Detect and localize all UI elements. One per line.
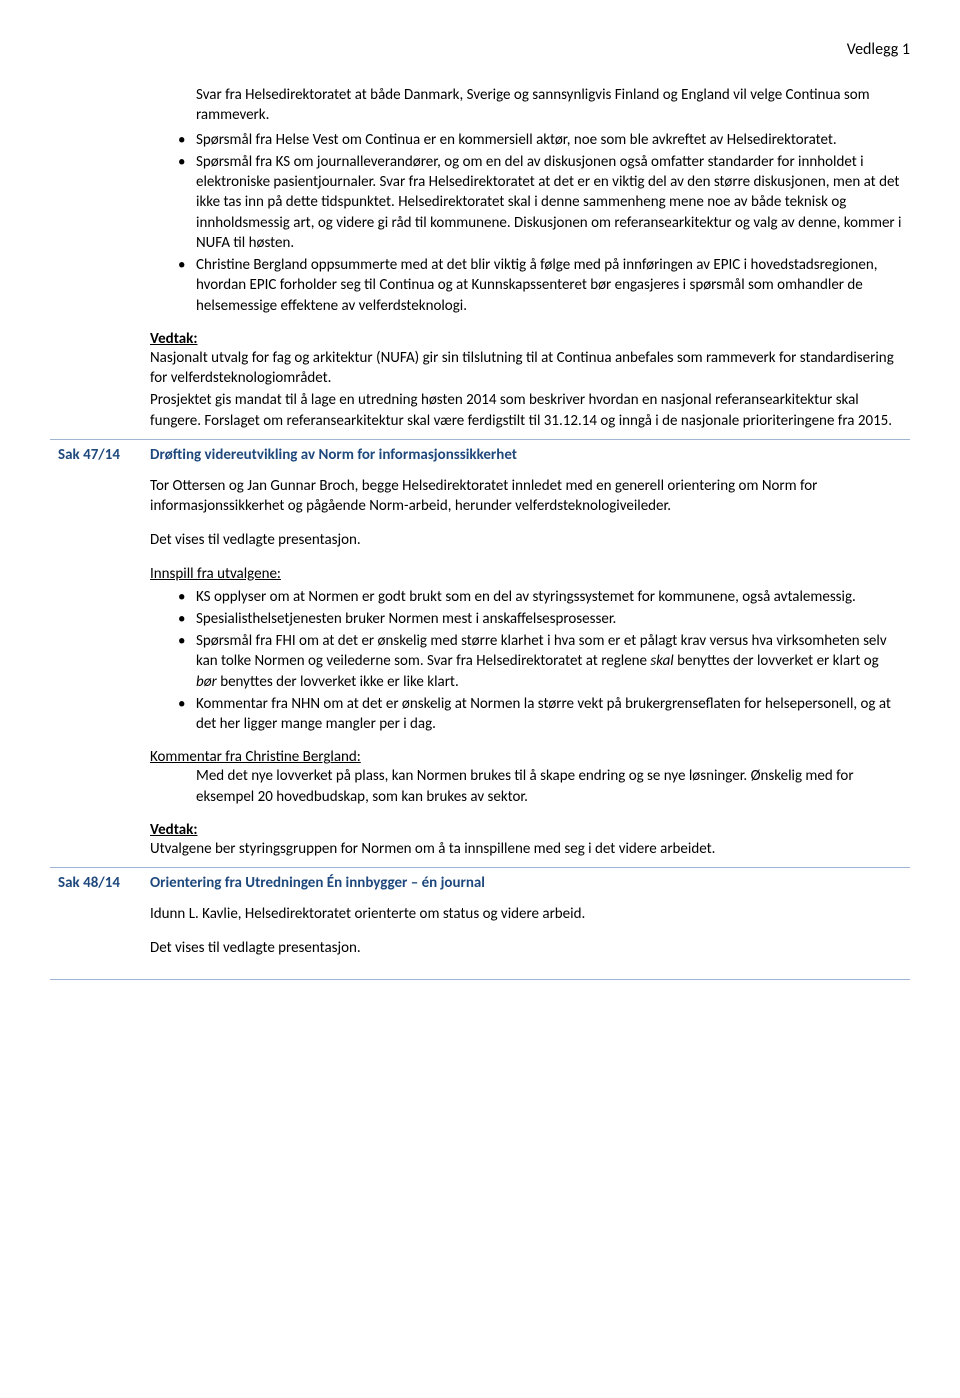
sak-cell-47: Sak 47/14 — [50, 439, 142, 867]
italic-span: bør — [196, 673, 217, 691]
vedtak-label: Vedtak: — [150, 821, 902, 839]
pre-bullet-text: Svar fra Helsedirektoratet at både Danma… — [150, 85, 902, 126]
vedtak-paragraph: Nasjonalt utvalg for fag og arkitektur (… — [150, 348, 902, 389]
bullet-list-1: Spørsmål fra Helse Vest om Continua er e… — [150, 130, 902, 316]
content-cell-1: Svar fra Helsedirektoratet at både Danma… — [142, 79, 910, 439]
vedtak-block-2: Vedtak: Utvalgene ber styringsgruppen fo… — [150, 821, 902, 859]
vedtak-label: Vedtak: — [150, 330, 902, 348]
kommentar-label: Kommentar fra Christine Bergland: — [150, 748, 902, 766]
list-item: Kommentar fra NHN om at det er ønskelig … — [178, 694, 902, 735]
kommentar-text: Med det nye lovverket på plass, kan Norm… — [150, 766, 902, 807]
document-table: Svar fra Helsedirektoratet at både Danma… — [50, 79, 910, 980]
paragraph: Tor Ottersen og Jan Gunnar Broch, begge … — [150, 476, 902, 517]
innspill-label: Innspill fra utvalgene: — [150, 565, 902, 583]
vedtak-paragraph: Utvalgene ber styringsgruppen for Normen… — [150, 839, 902, 859]
paragraph: Det vises til vedlagte presentasjon. — [150, 530, 902, 550]
italic-span: skal — [650, 652, 673, 670]
text-span: benyttes der lovverket ikke er like klar… — [217, 673, 459, 691]
list-item: Spørsmål fra FHI om at det er ønskelig m… — [178, 631, 902, 692]
list-item: Spørsmål fra KS om journalleverandører, … — [178, 152, 902, 253]
sak-cell-empty — [50, 79, 142, 439]
list-item: KS opplyser om at Normen er godt brukt s… — [178, 587, 902, 607]
bullet-list-2: KS opplyser om at Normen er godt brukt s… — [150, 587, 902, 735]
paragraph: Idunn L. Kavlie, Helsedirektoratet orien… — [150, 904, 902, 924]
attachment-label: Vedlegg 1 — [50, 40, 910, 59]
vedtak-paragraph: Prosjektet gis mandat til å lage en utre… — [150, 390, 902, 431]
section-title: Orientering fra Utredningen Én innbygger… — [150, 874, 902, 892]
list-item: Spesialisthelsetjenesten bruker Normen m… — [178, 609, 902, 629]
content-cell-3: Orientering fra Utredningen Én innbygger… — [142, 868, 910, 980]
vedtak-block: Vedtak: Nasjonalt utvalg for fag og arki… — [150, 330, 902, 431]
text-span: benyttes der lovverket er klart og — [674, 652, 879, 670]
sak-cell-48: Sak 48/14 — [50, 868, 142, 980]
section-title: Drøfting videreutvikling av Norm for inf… — [150, 446, 902, 464]
list-item: Christine Bergland oppsummerte med at de… — [178, 255, 902, 316]
content-cell-2: Drøfting videreutvikling av Norm for inf… — [142, 439, 910, 867]
list-item: Spørsmål fra Helse Vest om Continua er e… — [178, 130, 902, 150]
paragraph: Det vises til vedlagte presentasjon. — [150, 938, 902, 958]
